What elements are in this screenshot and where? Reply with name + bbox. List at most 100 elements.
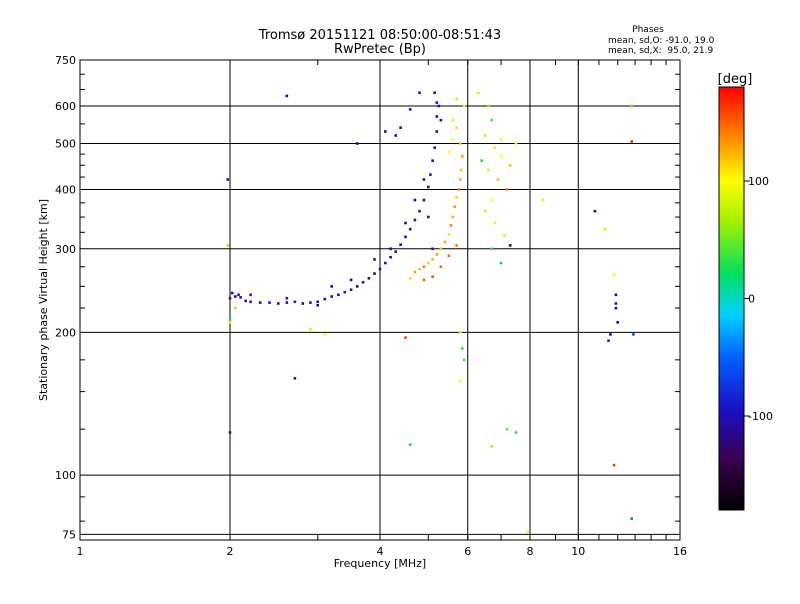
- data-point: [384, 130, 387, 133]
- data-point: [268, 301, 271, 304]
- data-point: [505, 427, 509, 431]
- data-point: [496, 178, 500, 181]
- data-point: [435, 130, 439, 133]
- data-point: [234, 306, 237, 310]
- data-point: [451, 138, 455, 141]
- data-point: [459, 331, 462, 334]
- data-point: [462, 104, 466, 108]
- data-point: [455, 126, 458, 129]
- data-point: [404, 336, 407, 339]
- data-point: [408, 443, 412, 446]
- data-point: [373, 272, 376, 275]
- data-point: [389, 255, 392, 259]
- data-point: [277, 302, 280, 305]
- data-point: [461, 155, 464, 158]
- data-point: [384, 261, 387, 265]
- data-point: [459, 178, 462, 181]
- y-tick-label: 500: [55, 138, 76, 151]
- data-point: [433, 146, 436, 149]
- data-point: [480, 159, 483, 162]
- chart-subtitle: RwPretec (Bp): [334, 42, 426, 57]
- data-point: [355, 142, 359, 145]
- stats-line-x: mean, sd,X: 95.0, 21.9: [608, 46, 714, 56]
- data-point: [431, 258, 434, 261]
- data-point: [609, 333, 612, 336]
- data-point: [612, 273, 616, 276]
- x-tick-label: 16: [673, 545, 687, 558]
- data-point: [614, 293, 618, 297]
- data-point: [508, 164, 512, 167]
- data-point: [226, 244, 230, 247]
- data-point: [316, 304, 319, 307]
- data-point: [630, 517, 633, 520]
- data-point: [399, 243, 402, 246]
- x-tick-label: 10: [571, 545, 585, 558]
- data-point: [612, 463, 616, 467]
- x-tick-label: 8: [527, 545, 534, 558]
- stats-line-o: mean, sd,O: -91.0, 19.0: [608, 36, 715, 46]
- data-point: [422, 198, 426, 202]
- data-point: [408, 227, 412, 231]
- data-point: [499, 155, 503, 158]
- data-point: [502, 234, 506, 237]
- y-tick-label: 75: [62, 528, 76, 541]
- data-point: [614, 306, 618, 310]
- colorbar-ticks: 100 0 -100: [744, 175, 773, 423]
- data-point: [249, 293, 252, 297]
- data-point: [514, 431, 518, 434]
- data-point: [394, 134, 397, 137]
- data-point: [258, 301, 262, 304]
- data-point: [431, 159, 434, 162]
- data-point: [330, 285, 333, 288]
- data-point: [614, 302, 618, 305]
- data-point: [514, 142, 518, 145]
- data-point: [490, 118, 493, 122]
- data-point: [451, 118, 455, 122]
- data-point: [593, 209, 597, 213]
- data-point: [228, 431, 232, 434]
- data-point: [228, 318, 232, 321]
- y-tick-label: 100: [55, 469, 76, 482]
- data-point: [230, 291, 234, 295]
- data-point: [447, 232, 451, 236]
- data-point: [301, 302, 305, 305]
- data-point: [457, 188, 460, 191]
- data-point: [439, 118, 443, 122]
- colorbar-tick-label: 100: [748, 175, 769, 188]
- y-axis-label: Stationary phase Virtual Height [km]: [37, 199, 50, 401]
- data-point: [459, 168, 463, 172]
- data-point: [429, 173, 432, 176]
- y-tick-label: 200: [55, 326, 76, 339]
- data-point: [427, 215, 430, 219]
- data-point: [487, 104, 490, 108]
- data-point: [455, 244, 458, 247]
- data-point: [408, 108, 412, 111]
- data-point: [437, 104, 441, 108]
- data-point: [285, 296, 289, 300]
- data-point: [228, 296, 232, 300]
- x-tick-label: 4: [377, 545, 384, 558]
- data-point: [439, 265, 443, 268]
- data-point: [285, 94, 289, 98]
- x-tick-label: 2: [227, 545, 234, 558]
- data-point: [323, 333, 327, 336]
- data-point: [443, 240, 447, 244]
- data-point: [408, 277, 412, 280]
- y-tick-label: 300: [55, 243, 76, 256]
- x-tick-label: 1: [77, 545, 84, 558]
- data-point: [435, 101, 439, 104]
- data-point: [293, 300, 297, 304]
- data-point: [461, 347, 464, 350]
- data-point: [477, 91, 480, 94]
- data-point: [404, 235, 407, 239]
- data-point: [330, 295, 333, 298]
- colorbar-label: [deg]: [718, 72, 753, 87]
- data-point: [630, 104, 633, 108]
- axis-ticks: 1 2 4 6 8 10 16 75 100 200 300 400 500 600 750: [55, 54, 687, 558]
- data-point: [526, 530, 529, 533]
- y-tick-label: 400: [55, 184, 76, 197]
- data-point: [399, 126, 402, 129]
- data-point: [373, 258, 376, 261]
- data-point: [490, 445, 493, 448]
- data-point: [462, 358, 466, 362]
